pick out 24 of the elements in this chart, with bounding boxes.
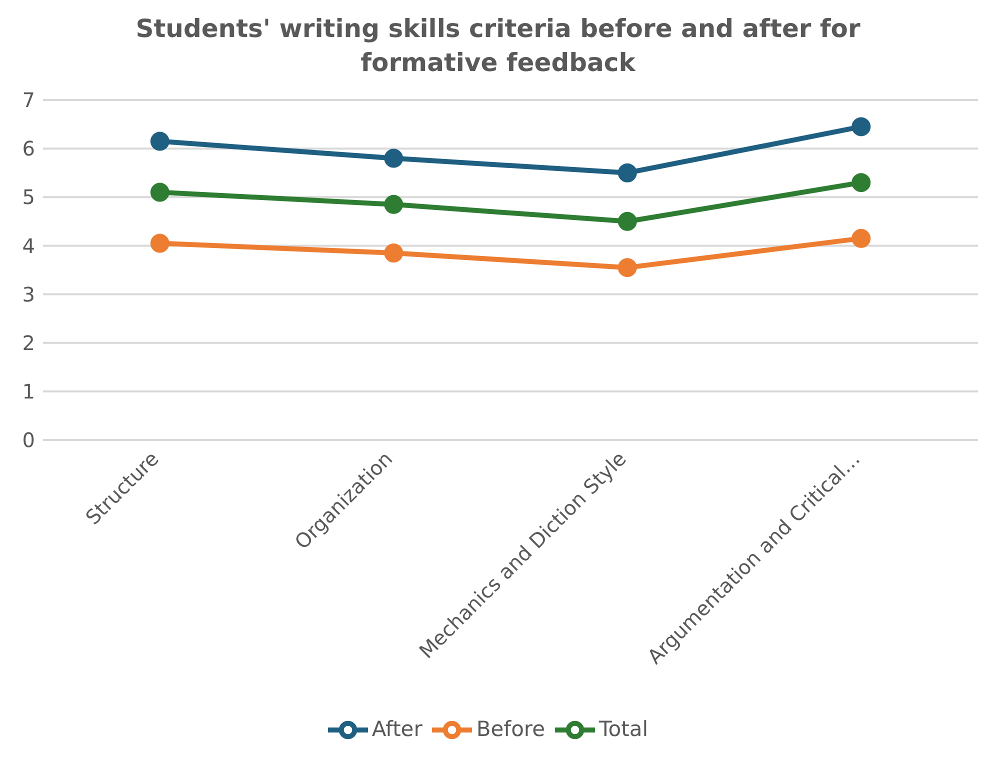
legend-label: After: [372, 716, 422, 741]
point: [618, 163, 637, 182]
point: [852, 173, 871, 192]
point: [852, 117, 871, 136]
point: [618, 258, 637, 278]
y-tick-label: 6: [22, 136, 35, 161]
point: [384, 194, 404, 214]
y-tick-label: 1: [22, 380, 35, 404]
y-tick-label: 4: [22, 234, 35, 258]
y-tick-label: 2: [22, 330, 35, 355]
y-tick-label: 5: [22, 185, 35, 210]
y-tick-label: 0: [22, 428, 35, 452]
y-tick-label: 3: [22, 282, 35, 306]
point: [150, 132, 170, 151]
point: [618, 212, 637, 231]
y-tick-label: 7: [22, 88, 35, 112]
legend-label: Total: [599, 716, 648, 741]
point: [852, 228, 871, 248]
legend-label: Before: [476, 716, 546, 741]
chart-title: Students' writing skills criteria before and after for formative feedback: [134, 13, 862, 79]
point: [384, 244, 404, 262]
point: [150, 182, 170, 202]
point: [384, 148, 404, 168]
point: [150, 234, 170, 253]
